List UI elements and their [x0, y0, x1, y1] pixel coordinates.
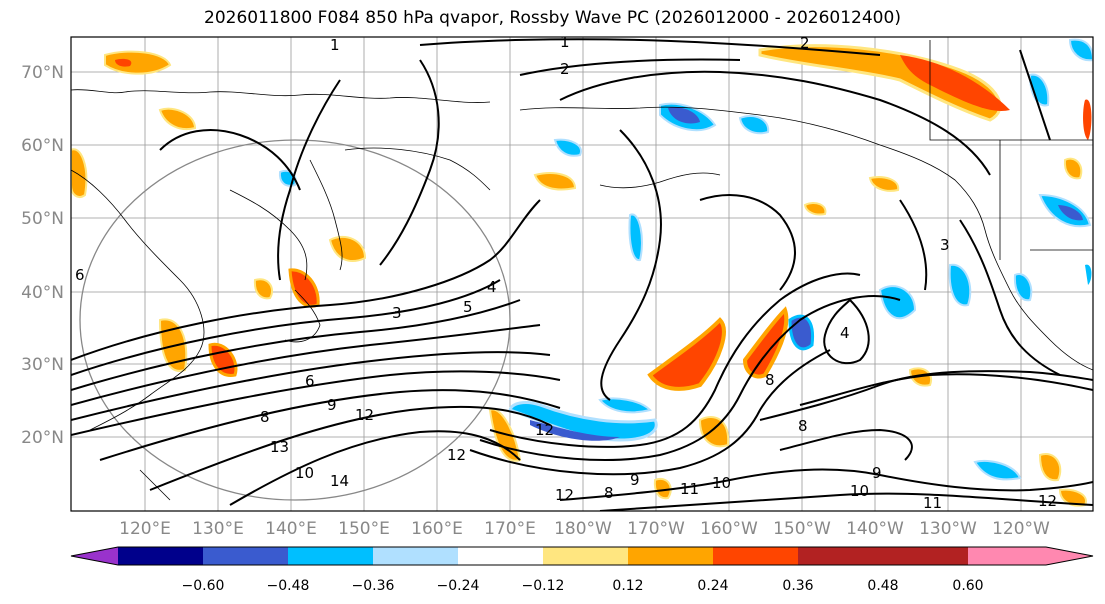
contour-lines	[71, 38, 1093, 511]
contour-label: 12	[555, 486, 574, 504]
lon-label: 130°W	[919, 519, 977, 539]
colorbar-segment	[628, 547, 713, 565]
map-frame	[70, 36, 1094, 512]
lat-label: 70°N	[21, 63, 64, 83]
contour-label: 8	[260, 408, 270, 426]
colorbar-segment	[798, 547, 883, 565]
map-title: 2026011800 F084 850 hPa qvapor, Rossby W…	[204, 8, 901, 28]
lon-label: 170°E	[484, 519, 536, 539]
colorbar-segment	[118, 547, 203, 565]
contour-label: 11	[923, 494, 942, 512]
contour-label: 9	[872, 464, 882, 482]
contour-label: 12	[535, 421, 554, 439]
contour-label: 1	[560, 33, 570, 51]
negative-anomaly-patches	[278, 38, 1093, 481]
colorbar: −0.60 −0.48 −0.36 −0.24 −0.12 0.12 0.24 …	[70, 546, 1094, 594]
colorbar-segment	[373, 547, 458, 565]
colorbar-tick-label: 0.48	[867, 578, 898, 594]
lat-label: 50°N	[21, 209, 64, 229]
lat-label: 20°N	[21, 428, 64, 448]
positive-anomaly-patches	[71, 44, 1092, 507]
contour-label: 12	[447, 446, 466, 464]
reference-circle	[79, 139, 511, 501]
lat-label: 60°N	[21, 136, 64, 156]
lon-label: 160°W	[700, 519, 758, 539]
contour-label: 8	[604, 484, 614, 502]
contour-label: 2	[560, 60, 570, 78]
contour-labels: 1 1 2 2 3 4 5 6 8 9 12 13 10 14 12 12 8 …	[75, 33, 1057, 512]
lat-label: 40°N	[21, 283, 64, 303]
lon-label: 120°E	[119, 519, 171, 539]
colorbar-segment	[883, 547, 968, 565]
contour-label: 13	[270, 438, 289, 456]
colorbar-tick-label: 0.12	[612, 578, 643, 594]
contour-label: 8	[798, 417, 808, 435]
lon-label: 150°E	[338, 519, 390, 539]
colorbar-tick-label: −0.48	[267, 578, 310, 594]
contour-label: 4	[840, 324, 850, 342]
colorbar-tick-label: −0.12	[522, 578, 565, 594]
contour-label: 4	[487, 278, 497, 296]
contour-label: 10	[850, 482, 869, 500]
contour-label: 3	[392, 304, 402, 322]
contour-label: 14	[330, 472, 349, 490]
colorbar-segment	[458, 547, 543, 565]
colorbar-segment	[203, 547, 288, 565]
contour-label: 11	[680, 480, 699, 498]
contour-label: 5	[463, 298, 473, 316]
contour-label: 6	[305, 372, 315, 390]
lon-label: 180°W	[554, 519, 612, 539]
colorbar-segment	[713, 547, 798, 565]
contour-label: 12	[355, 406, 374, 424]
colorbar-tick-label: −0.36	[352, 578, 395, 594]
contour-label: 10	[295, 464, 314, 482]
contour-label: 8	[765, 371, 775, 389]
colorbar-extend-low	[71, 547, 118, 565]
contour-label: 12	[1038, 492, 1057, 510]
colorbar-tick-label: 0.60	[952, 578, 983, 594]
lon-label: 170°W	[627, 519, 685, 539]
contour-label: 1	[330, 36, 340, 54]
contour-label: 9	[630, 471, 640, 489]
lon-label: 140°E	[265, 519, 317, 539]
colorbar-extend-high	[968, 547, 1093, 565]
lon-label: 120°W	[992, 519, 1050, 539]
colorbar-outline	[70, 546, 1094, 566]
contour-label: 9	[327, 396, 337, 414]
contour-label: 3	[940, 236, 950, 254]
colorbar-segment	[288, 547, 373, 565]
contour-label: 10	[712, 474, 731, 492]
colorbar-tick-label: 0.36	[782, 578, 813, 594]
contour-label: 2	[800, 34, 810, 52]
colorbar-tick-label: 0.24	[697, 578, 728, 594]
colorbar-tick-labels: −0.60 −0.48 −0.36 −0.24 −0.12 0.12 0.24 …	[182, 578, 984, 594]
latitude-labels: 70°N 60°N 50°N 40°N 30°N 20°N	[21, 63, 64, 448]
colorbar-tick-label: −0.24	[437, 578, 480, 594]
lon-label: 130°E	[192, 519, 244, 539]
lon-label: 140°W	[846, 519, 904, 539]
contour-label: 6	[75, 266, 85, 284]
colorbar-tick-label: −0.60	[182, 578, 225, 594]
lon-label: 150°W	[773, 519, 831, 539]
lat-label: 30°N	[21, 355, 64, 375]
longitude-labels: 120°E 130°E 140°E 150°E 160°E 170°E 180°…	[119, 519, 1050, 539]
coastlines	[71, 40, 1093, 501]
lon-label: 160°E	[411, 519, 463, 539]
colorbar-segment	[543, 547, 628, 565]
